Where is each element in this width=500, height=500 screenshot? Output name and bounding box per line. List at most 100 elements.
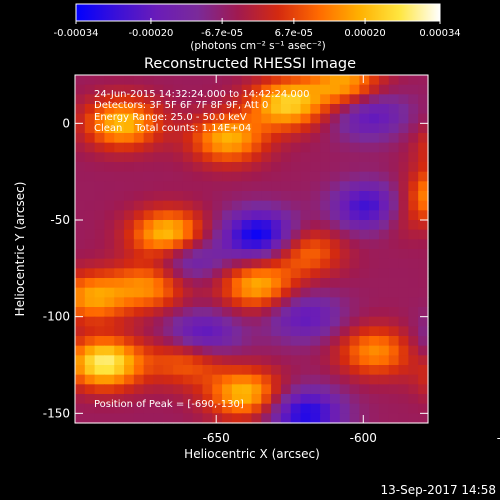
heatmap-cell	[114, 297, 125, 308]
heatmap-cell	[114, 84, 125, 95]
heatmap-cell	[251, 403, 262, 414]
heatmap-cell	[280, 84, 292, 95]
heatmap-cell	[251, 239, 262, 250]
heatmap-cell	[290, 210, 302, 221]
heatmap-cell	[320, 104, 331, 115]
heatmap-cell	[231, 162, 243, 173]
heatmap-cell	[231, 307, 243, 318]
heatmap-cell	[202, 403, 213, 414]
heatmap-cell	[310, 113, 321, 124]
heatmap-cell	[163, 355, 174, 366]
heatmap-cell	[418, 123, 429, 134]
heatmap-cell	[231, 210, 243, 221]
info-line-energy: Energy Range: 25.0 - 50.0 keV	[94, 112, 247, 123]
info-line-time: 24-Jun-2015 14:32:24.000 to 14:42:24.000	[94, 89, 310, 100]
heatmap-cell	[290, 394, 302, 405]
heatmap-cell	[143, 258, 155, 269]
heatmap-cell	[163, 345, 174, 356]
heatmap-cell	[94, 200, 106, 211]
heatmap-cell	[388, 229, 400, 240]
heatmap-cell	[339, 239, 351, 250]
colorbar-tick-label: 0.00034	[419, 28, 460, 39]
heatmap-cell	[133, 374, 145, 385]
heatmap-cell	[163, 307, 174, 318]
heatmap-cell	[182, 239, 194, 250]
heatmap-cell	[222, 355, 233, 366]
heatmap-cell	[153, 336, 164, 347]
heatmap-cell	[398, 297, 409, 308]
heatmap-cell	[398, 191, 409, 202]
heatmap-cell	[173, 394, 184, 405]
heatmap-cell	[133, 336, 145, 347]
heatmap-cell	[192, 75, 204, 86]
heatmap-cell	[329, 152, 341, 163]
heatmap-cell	[114, 307, 125, 318]
heatmap-cell	[173, 384, 184, 395]
heatmap-cell	[271, 307, 282, 318]
heatmap-cell	[408, 394, 419, 405]
heatmap-cell	[143, 210, 155, 221]
heatmap-cell	[369, 336, 380, 347]
heatmap-cell	[378, 113, 390, 124]
heatmap-cell	[192, 258, 204, 269]
heatmap-cell	[378, 326, 390, 337]
heatmap-cell	[339, 287, 351, 298]
heatmap-cell	[202, 345, 213, 356]
heatmap-cell	[388, 84, 400, 95]
heatmap-cell	[378, 384, 390, 395]
heatmap-cell	[94, 326, 106, 337]
colorbar: -0.00034 -0.00020 -6.7e-05 6.7e-05 0.00020 0.…	[54, 3, 461, 52]
heatmap-cell	[114, 142, 125, 153]
heatmap-cell	[251, 326, 262, 337]
heatmap-cell	[222, 113, 233, 124]
heatmap-cell	[388, 210, 400, 221]
heatmap-cell	[133, 287, 145, 298]
heatmap-cell	[418, 394, 429, 405]
heatmap-cell	[320, 152, 331, 163]
heatmap-cell	[124, 133, 135, 144]
heatmap-cell	[261, 229, 272, 240]
heatmap-cell	[231, 355, 243, 366]
heatmap-cell	[339, 258, 351, 269]
heatmap-cell	[114, 365, 125, 376]
heatmap-cell	[378, 171, 390, 182]
heatmap-cell	[388, 413, 400, 424]
colorbar-tick-label: -6.7e-05	[201, 28, 243, 39]
heatmap-cell	[222, 249, 233, 260]
heatmap-cell	[271, 75, 282, 86]
heatmap-cell	[388, 113, 400, 124]
heatmap-cell	[271, 413, 282, 424]
heatmap-cell	[153, 239, 164, 250]
heatmap-cell	[212, 191, 223, 202]
heatmap-cell	[114, 249, 125, 260]
heatmap-cell	[418, 297, 429, 308]
heatmap-cell	[104, 355, 115, 366]
heatmap-cell	[310, 152, 321, 163]
heatmap-cell	[310, 413, 321, 424]
heatmap-cell	[114, 104, 125, 115]
heatmap-cell	[133, 84, 145, 95]
heatmap-cell	[408, 345, 419, 356]
heatmap-cell	[212, 249, 223, 260]
heatmap-cell	[290, 297, 302, 308]
heatmap-cell	[280, 181, 292, 192]
heatmap-cell	[310, 316, 321, 327]
heatmap-cell	[300, 239, 311, 250]
heatmap-cell	[143, 278, 155, 289]
heatmap-cell	[310, 239, 321, 250]
heatmap-cell	[261, 394, 272, 405]
heatmap-cell	[398, 384, 409, 395]
heatmap-cell	[94, 258, 106, 269]
heatmap-cell	[114, 191, 125, 202]
x-axis-title: Heliocentric X (arcsec)	[184, 447, 320, 461]
heatmap-cell	[153, 84, 164, 95]
heatmap-cell	[241, 133, 253, 144]
heatmap-cell	[408, 210, 419, 221]
heatmap-cell	[124, 365, 135, 376]
heatmap-cell	[359, 287, 370, 298]
heatmap-cell	[369, 413, 380, 424]
heatmap-cell	[133, 258, 145, 269]
heatmap-cell	[104, 171, 115, 182]
heatmap-cell	[212, 220, 223, 231]
heatmap-cell	[251, 229, 262, 240]
